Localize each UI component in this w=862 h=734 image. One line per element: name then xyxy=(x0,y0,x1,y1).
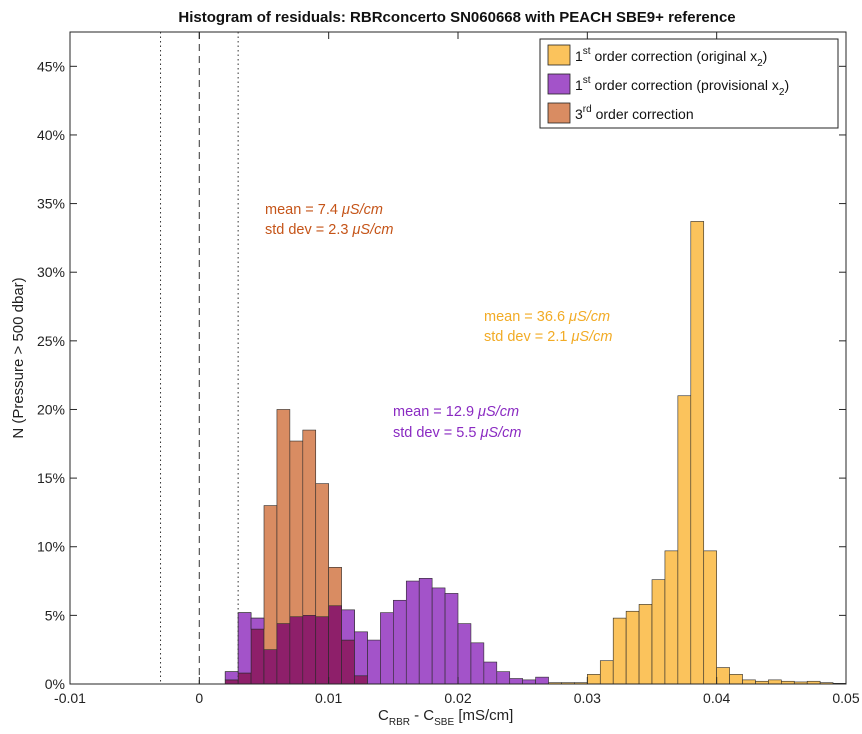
bar-original xyxy=(587,674,601,685)
y-tick-label: 20% xyxy=(37,401,65,417)
reference-lines xyxy=(160,32,239,684)
bar-provisional xyxy=(509,678,523,685)
legend-label-provisional: 1st order correction (provisional x2) xyxy=(575,75,789,98)
legend-label-original: 1st order correction (original x2) xyxy=(575,46,767,69)
bar-original xyxy=(625,610,640,685)
x-tick-label: 0.05 xyxy=(832,690,859,706)
bar-provisional xyxy=(418,578,433,685)
bar-overlap xyxy=(224,679,239,685)
legend-label-third: 3rd order correction xyxy=(575,104,694,122)
bar-original xyxy=(638,604,653,685)
y-axis-ticks: 0% 5% 10% 15% 20% 25% 30% 35% 40% 45% xyxy=(37,58,846,692)
plot-area xyxy=(69,31,847,685)
bar-provisional xyxy=(535,676,549,685)
x-tick-label: 0 xyxy=(195,690,203,706)
bar-overlap xyxy=(289,616,304,685)
x-tick-label: -0.01 xyxy=(54,690,86,706)
y-tick-label: 45% xyxy=(37,58,65,74)
svg-text:std dev = 2.3 μS/cm: std dev = 2.3 μS/cm xyxy=(265,222,393,238)
svg-text:mean = 7.4 μS/cm: mean = 7.4 μS/cm xyxy=(265,202,383,218)
y-tick-label: 15% xyxy=(37,470,65,486)
y-tick-label: 35% xyxy=(37,196,65,212)
bar-provisional xyxy=(483,661,498,685)
legend-swatch-third xyxy=(547,102,571,124)
bar-overlap xyxy=(341,639,355,685)
bar-original xyxy=(664,550,679,685)
histogram-bars xyxy=(224,221,847,685)
bar-overlap xyxy=(276,623,291,685)
annotation-original: mean = 36.6 μS/cm std dev = 2.1 μS/cm xyxy=(484,309,612,345)
bar-overlap xyxy=(250,628,265,685)
bar-original xyxy=(703,550,717,685)
bar-original xyxy=(729,674,743,685)
bar-overlap xyxy=(354,675,368,685)
y-tick-label: 25% xyxy=(37,333,65,349)
y-tick-label: 0% xyxy=(45,676,65,692)
bar-provisional xyxy=(522,679,536,685)
y-tick-label: 30% xyxy=(37,264,65,280)
bar-provisional xyxy=(470,642,485,685)
bar-original xyxy=(690,221,705,685)
bar-original xyxy=(651,579,666,685)
bar-provisional xyxy=(367,639,381,685)
x-tick-label: 0.02 xyxy=(444,690,471,706)
bar-original xyxy=(612,617,627,685)
bar-provisional xyxy=(405,580,420,685)
bar-original xyxy=(742,679,756,685)
chart-title: Histogram of residuals: RBRconcerto SN06… xyxy=(178,9,735,26)
x-tick-label: 0.04 xyxy=(703,690,730,706)
svg-text:mean = 36.6 μS/cm: mean = 36.6 μS/cm xyxy=(484,309,610,325)
bar-original xyxy=(677,395,692,685)
bar-provisional xyxy=(444,593,459,685)
legend-swatch-provisional xyxy=(547,73,571,95)
bar-overlap xyxy=(315,616,329,685)
bar-overlap xyxy=(237,672,252,685)
bar-original xyxy=(716,667,730,685)
bar-overlap xyxy=(263,649,278,685)
y-tick-label: 5% xyxy=(45,607,65,623)
bar-provisional-top xyxy=(250,617,265,630)
svg-text:std dev = 5.5 μS/cm: std dev = 5.5 μS/cm xyxy=(393,425,521,441)
bar-provisional-top xyxy=(224,671,239,681)
y-tick-label: 40% xyxy=(37,127,65,143)
annotation-provisional: mean = 12.9 μS/cm std dev = 5.5 μS/cm xyxy=(393,404,521,441)
bar-original xyxy=(768,679,782,685)
annotation-third: mean = 7.4 μS/cm std dev = 2.3 μS/cm xyxy=(265,202,393,238)
bar-provisional xyxy=(393,599,407,685)
bar-original xyxy=(599,660,614,685)
svg-text:std dev = 2.1 μS/cm: std dev = 2.1 μS/cm xyxy=(484,329,612,345)
svg-text:mean = 12.9 μS/cm: mean = 12.9 μS/cm xyxy=(393,404,519,420)
legend-swatch-original xyxy=(547,44,571,66)
legend: 1st order correction (original x2) 1st o… xyxy=(539,38,839,129)
x-tick-label: 0.01 xyxy=(315,690,342,706)
bar-overlap xyxy=(328,605,342,685)
bar-provisional xyxy=(496,671,511,685)
bar-provisional xyxy=(380,612,394,685)
x-tick-label: 0.03 xyxy=(574,690,601,706)
y-axis-label: N (Pressure > 500 dbar) xyxy=(10,277,27,438)
bar-provisional-top xyxy=(341,609,355,641)
legend-box xyxy=(539,38,839,129)
bar-provisional xyxy=(431,587,446,685)
bar-overlap xyxy=(302,615,317,685)
x-axis-ticks: -0.01 0 0.01 0.02 0.03 0.04 0.05 xyxy=(54,32,860,706)
y-tick-label: 10% xyxy=(37,539,65,555)
bar-provisional-top xyxy=(354,631,368,677)
bar-provisional-top xyxy=(237,612,252,674)
x-axis-label: CRBR - CSBE [mS/cm] xyxy=(378,707,513,728)
bar-provisional xyxy=(457,623,472,685)
